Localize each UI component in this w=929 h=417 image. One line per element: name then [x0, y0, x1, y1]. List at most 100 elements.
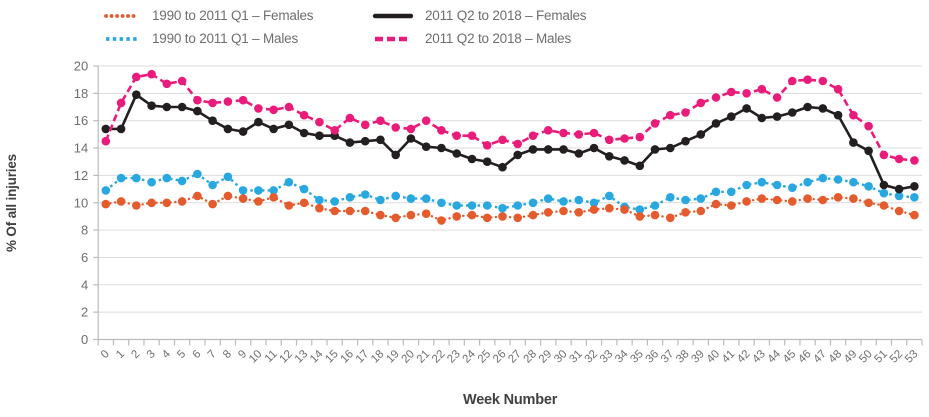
data-point	[223, 124, 233, 134]
data-point	[772, 195, 782, 205]
data-point	[498, 135, 507, 145]
data-point	[299, 198, 309, 208]
data-point	[605, 135, 614, 145]
data-point	[910, 210, 919, 220]
data-point	[803, 194, 812, 203]
data-point	[482, 157, 492, 166]
data-point	[803, 75, 812, 84]
data-point	[803, 102, 812, 112]
x-tick-label: 6	[190, 348, 203, 361]
data-point	[772, 112, 782, 121]
data-point	[589, 198, 599, 208]
gridlines	[98, 65, 922, 313]
data-point	[147, 101, 156, 110]
data-point	[513, 213, 522, 223]
data-point	[437, 126, 446, 135]
data-point	[543, 194, 553, 203]
data-point	[833, 193, 843, 202]
data-point	[879, 188, 889, 198]
data-point	[650, 210, 660, 220]
data-point	[757, 194, 767, 203]
data-point	[193, 169, 202, 179]
data-point	[101, 124, 111, 134]
data-point	[406, 134, 416, 143]
data-point	[528, 210, 538, 220]
data-point	[132, 72, 141, 82]
data-point	[482, 213, 492, 223]
data-point	[147, 69, 156, 79]
data-point	[299, 128, 309, 138]
data-point	[681, 195, 690, 205]
data-point	[635, 161, 645, 171]
y-tick-label: 20	[74, 59, 88, 74]
data-point	[681, 108, 690, 117]
x-tick-label: 9	[236, 348, 249, 361]
y-tick-label: 4	[81, 277, 88, 292]
data-point	[391, 123, 401, 132]
x-tick-label: 7	[206, 348, 219, 361]
data-point	[910, 182, 919, 191]
x-tick-labels: 0 1 2 3 4 5 6 7 8 9101112131415161718192021222324…	[99, 348, 921, 366]
data-point	[223, 172, 233, 182]
data-point	[498, 162, 507, 172]
data-point	[513, 139, 522, 149]
data-point	[467, 131, 477, 140]
data-point	[620, 156, 629, 165]
data-point	[742, 89, 751, 98]
data-point	[833, 84, 843, 94]
data-point	[727, 187, 736, 197]
data-point	[879, 180, 889, 190]
data-point	[452, 131, 462, 140]
data-point	[284, 102, 294, 112]
data-point	[635, 205, 645, 214]
data-point	[376, 135, 385, 145]
y-tick-label: 8	[81, 223, 88, 238]
data-point	[421, 209, 431, 218]
x-axis-title: Week Number	[463, 392, 558, 408]
series-2	[101, 90, 919, 194]
data-point	[559, 145, 568, 154]
data-point	[574, 130, 584, 139]
data-point	[437, 198, 446, 208]
data-point	[421, 194, 431, 203]
data-point	[589, 128, 599, 138]
data-point	[650, 145, 660, 154]
data-point	[818, 195, 828, 205]
data-point	[421, 142, 431, 151]
data-point	[269, 105, 278, 115]
legend-label: 1990 to 2011 Q1 – Males	[152, 31, 299, 46]
data-point	[299, 184, 309, 194]
data-point	[742, 197, 751, 206]
y-tick-label: 6	[81, 250, 88, 265]
data-point	[482, 201, 492, 210]
data-point	[589, 205, 599, 214]
data-point	[391, 150, 401, 160]
data-point	[635, 132, 645, 142]
data-point	[757, 84, 767, 94]
legend-swatch-dotted-blue-icon	[106, 36, 138, 41]
data-point	[788, 108, 797, 117]
data-point	[818, 173, 828, 183]
data-point	[360, 190, 370, 199]
data-point	[589, 143, 599, 153]
y-tick-label: 0	[81, 332, 88, 347]
legend-swatch-solid-black-icon	[372, 13, 414, 18]
data-point	[208, 180, 217, 190]
data-point	[894, 154, 904, 164]
data-point	[162, 198, 172, 208]
series-0	[101, 191, 919, 225]
legend-swatch-dotted-orange-icon	[104, 13, 140, 18]
legend-item-1990-males: 1990 to 2011 Q1 – Males	[103, 31, 298, 46]
data-point	[711, 93, 721, 102]
data-point	[711, 187, 721, 197]
data-point	[910, 193, 919, 202]
y-axis-title: % Of all injuries	[4, 154, 19, 252]
data-point	[467, 154, 477, 164]
x-tick-label: 53	[903, 348, 921, 366]
data-point	[772, 180, 782, 190]
data-point	[101, 136, 111, 146]
data-point	[727, 201, 736, 210]
x-tick-label: 4	[160, 348, 173, 361]
data-point	[757, 113, 767, 123]
